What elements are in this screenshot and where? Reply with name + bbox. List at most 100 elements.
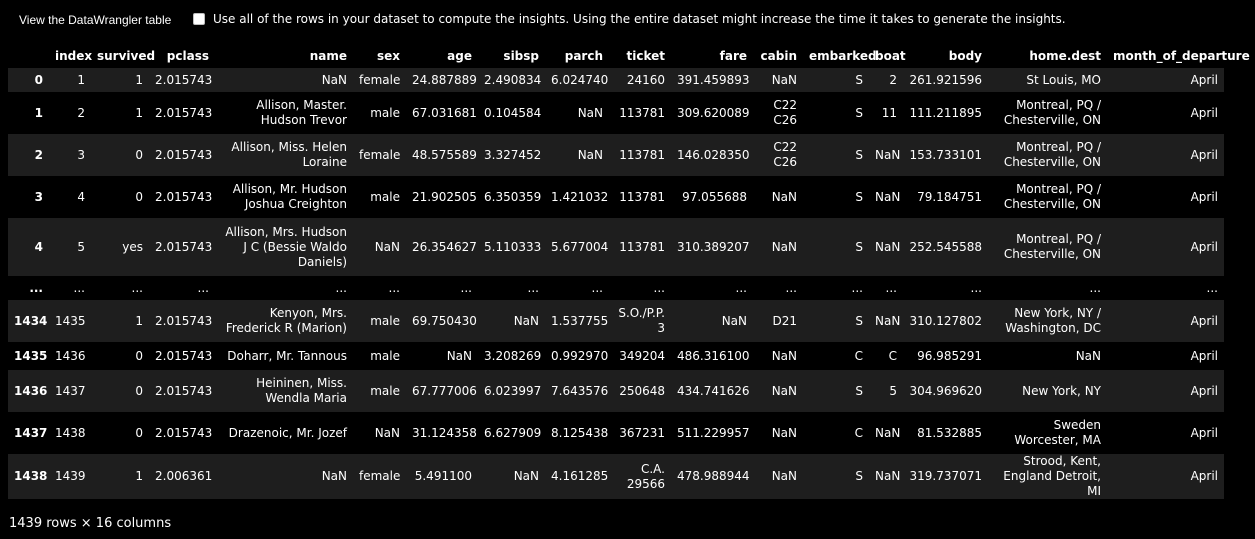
table-cell: NaN <box>321 469 347 483</box>
table-cell: NaN <box>1075 348 1101 363</box>
table-row: 1 2 1 2.015743 Allison, Master. Hudson Trevo… <box>8 92 1224 134</box>
table-cell: 2.015743 <box>155 313 213 328</box>
view-datawrangler-table-button[interactable]: View the DataWrangler table <box>8 9 183 31</box>
table-cell: S <box>855 147 863 162</box>
table-cell: Allison, Mrs. Hudson J C (Bessie Waldo D… <box>225 224 347 269</box>
table-cell: 67.031681 <box>412 105 477 120</box>
table-cell: C22 C26 <box>773 98 797 127</box>
table-cell: 310.389207 <box>677 239 750 254</box>
column-header: sibsp <box>503 48 539 63</box>
table-row: ........................................… <box>8 276 1224 300</box>
table-cell: 2.015743 <box>155 189 213 204</box>
table-cell: 0 <box>135 348 143 363</box>
table-row: 1435 1436 0 2.015743 Doharr, Mr. Tannous male… <box>8 342 1224 370</box>
table-cell: 434.741626 <box>677 383 750 398</box>
table-cell: 113781 <box>619 105 665 120</box>
table-cell: 304.969620 <box>909 383 982 398</box>
table-cell: 486.316100 <box>677 348 750 363</box>
table-cell: 67.777006 <box>412 383 477 398</box>
table-cell: yes <box>122 239 143 254</box>
table-cell: male <box>370 189 400 204</box>
table-cell: 310.127802 <box>909 313 982 328</box>
column-header: month_of_departure <box>1113 48 1250 63</box>
table-cell: 24160 <box>626 72 665 87</box>
row-index: 1438 <box>14 469 48 483</box>
table-cell: 367231 <box>619 425 665 440</box>
table-cell: NaN <box>577 105 603 120</box>
table-cell: S <box>855 105 863 120</box>
table-row: 0 1 1 2.015743 NaN female 24.887889 2.490834 6.0… <box>8 68 1224 92</box>
table-cell: ... <box>885 280 897 295</box>
table-cell: NaN <box>513 313 539 328</box>
row-index: 3 <box>34 189 43 204</box>
column-header: survived <box>97 48 156 63</box>
table-cell: S <box>855 189 863 204</box>
table-cell: 5.110333 <box>484 239 542 254</box>
table-cell: April <box>1190 105 1218 120</box>
use-all-rows-checkbox[interactable] <box>193 13 205 25</box>
table-cell: 7.643576 <box>551 383 609 398</box>
table-cell: NaN <box>875 147 901 162</box>
table-cell: 0 <box>135 189 143 204</box>
table-cell: ... <box>131 280 143 295</box>
table-cell: female <box>359 469 401 483</box>
dataframe-table: index survived pclass name sex age sibsp parch t… <box>8 44 1250 499</box>
table-cell: C <box>854 348 863 363</box>
table-cell: ... <box>735 280 747 295</box>
table-cell: 1439 <box>55 469 86 483</box>
table-cell: 0 <box>135 383 143 398</box>
table-cell: 69.750430 <box>412 313 477 328</box>
table-cell: Drazenoic, Mr. Jozef <box>228 425 347 440</box>
row-index: 2 <box>34 147 43 162</box>
table-cell: 5.677004 <box>551 239 609 254</box>
table-cell: female <box>359 147 401 162</box>
table-cell: ... <box>460 280 472 295</box>
table-cell: 261.921596 <box>909 72 982 87</box>
table-cell: ... <box>591 280 603 295</box>
table-cell: 48.575589 <box>412 147 477 162</box>
table-cell: 26.354627 <box>412 239 477 254</box>
table-cell: 1 <box>135 469 143 483</box>
column-header-row-index <box>8 44 49 68</box>
table-cell: 2.015743 <box>155 383 213 398</box>
table-cell: 11 <box>881 105 897 120</box>
table-row: 2 3 0 2.015743 Allison, Miss. Helen Loraine f… <box>8 134 1224 176</box>
table-cell: ... <box>388 280 400 295</box>
table-cell: NaN <box>771 469 797 483</box>
table-row: 1436 1437 0 2.015743 Heininen, Miss. Wendla … <box>8 370 1224 412</box>
table-cell: ... <box>851 280 863 295</box>
table-cell: ... <box>335 280 347 295</box>
table-cell: NaN <box>374 239 400 254</box>
table-cell: 4 <box>77 189 85 204</box>
table-cell: 6.627909 <box>484 425 542 440</box>
table-cell: NaN <box>875 469 901 483</box>
table-cell: 4.161285 <box>551 469 609 483</box>
table-cell: 2.015743 <box>155 72 213 87</box>
table-cell: ... <box>653 280 665 295</box>
table-cell: NaN <box>771 348 797 363</box>
table-cell: NaN <box>771 189 797 204</box>
table-cell: male <box>370 313 400 328</box>
table-summary: 1439 rows × 16 columns <box>9 516 172 531</box>
table-cell: 1436 <box>55 348 86 363</box>
row-index: 1436 <box>14 383 48 398</box>
use-all-rows-option[interactable]: Use all of the rows in your dataset to c… <box>193 12 1066 26</box>
row-index: ... <box>29 280 43 295</box>
column-header: home.dest <box>1029 48 1101 63</box>
table-cell: 8.125438 <box>551 425 609 440</box>
column-header: name <box>309 48 347 63</box>
table-row: 1438 1439 1 2.006361 NaN female 5.491100 NaN 4.1… <box>8 454 1224 499</box>
table-cell: 1 <box>135 72 143 87</box>
table-cell: S <box>855 383 863 398</box>
table-cell: 349204 <box>619 348 665 363</box>
table-cell: 153.733101 <box>909 147 982 162</box>
table-cell: 0.104584 <box>484 105 542 120</box>
table-cell: Montreal, PQ / Chesterville, ON <box>1003 182 1101 211</box>
table-cell: 3.208269 <box>484 348 542 363</box>
table-cell: Heininen, Miss. Wendla Maria <box>256 376 347 405</box>
table-body: 0 1 1 2.015743 NaN female 24.887889 2.490834 6.0… <box>8 68 1224 499</box>
table-cell: 111.211895 <box>909 105 982 120</box>
table-cell: 309.620089 <box>677 105 750 120</box>
table-cell: ... <box>1206 280 1218 295</box>
table-cell: Allison, Miss. Helen Loraine <box>231 140 347 169</box>
